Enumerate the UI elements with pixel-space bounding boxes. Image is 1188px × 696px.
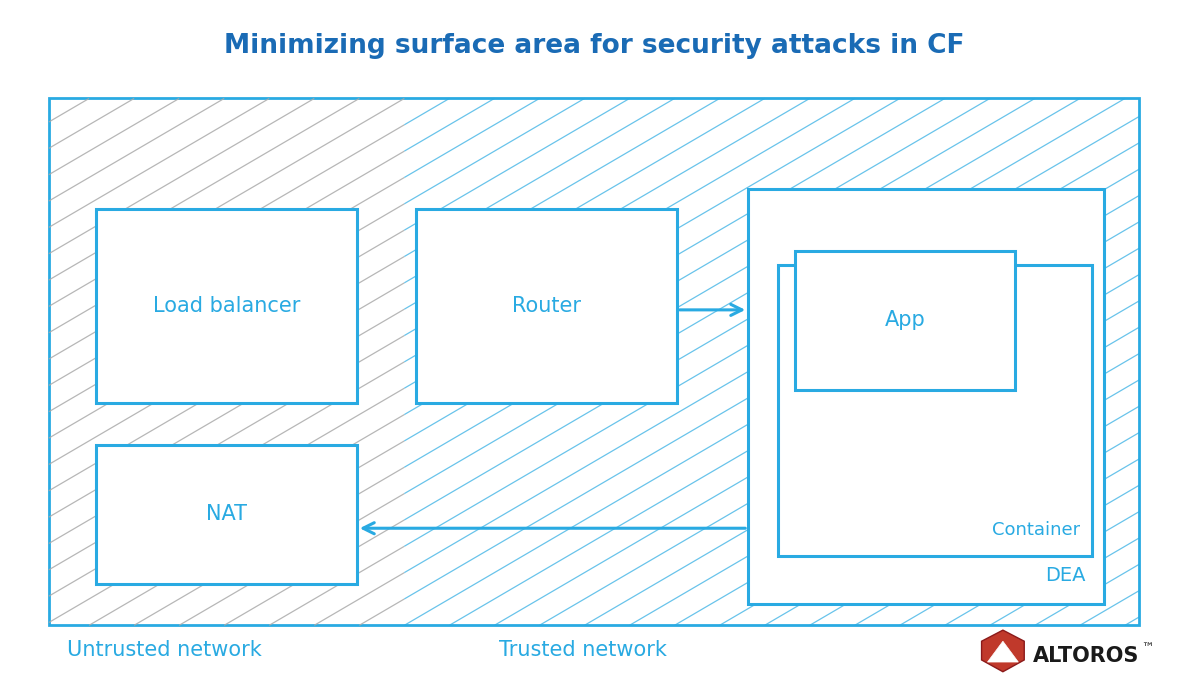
Text: Trusted network: Trusted network: [499, 640, 666, 660]
Bar: [748, 189, 1104, 605]
Bar: [778, 264, 1092, 556]
Bar: [416, 209, 677, 404]
Text: DEA: DEA: [1045, 566, 1086, 585]
Text: Container: Container: [992, 521, 1080, 539]
Text: NAT: NAT: [206, 505, 247, 524]
Bar: [49, 98, 1139, 625]
Text: App: App: [885, 310, 925, 331]
Bar: [96, 445, 356, 584]
Text: Untrusted network: Untrusted network: [67, 640, 261, 660]
Text: Load balancer: Load balancer: [153, 296, 301, 317]
Text: Router: Router: [512, 296, 581, 317]
Text: ™: ™: [1142, 642, 1154, 655]
Bar: [96, 209, 356, 404]
Text: Minimizing surface area for security attacks in CF: Minimizing surface area for security att…: [223, 33, 965, 59]
Text: ALTOROS: ALTOROS: [1032, 647, 1139, 667]
Polygon shape: [987, 641, 1018, 662]
Polygon shape: [981, 630, 1024, 672]
Bar: [796, 251, 1015, 390]
